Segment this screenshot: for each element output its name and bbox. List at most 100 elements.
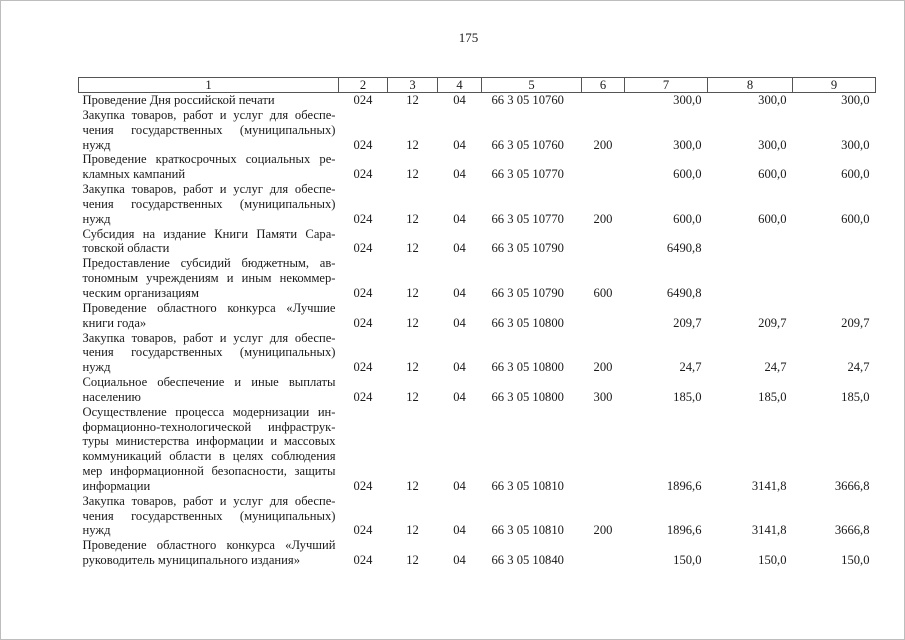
amount-col8: 3141,8 — [751, 523, 787, 538]
expense-type: 200 — [593, 137, 613, 152]
subsection-code: 04 — [453, 285, 466, 300]
row-description: Закупка товаров, работ и услуг для обесп… — [79, 108, 339, 153]
amount-col7: 600,0 — [673, 211, 702, 226]
amount-col9: 300,0 — [841, 137, 870, 152]
target-article: 66 3 05 10800 — [491, 360, 564, 375]
description-line: формационно-технологической инфраструк- — [82, 419, 336, 434]
description-line: Проведение краткосрочных социальных ре- — [82, 152, 336, 167]
amount-col7: 1896,6 — [666, 523, 702, 538]
target-article: 66 3 05 10810 — [491, 523, 564, 538]
section-code: 12 — [406, 523, 419, 538]
row-description: Закупка товаров, работ и услуг для обесп… — [79, 331, 339, 376]
column-header: 3 — [387, 77, 438, 93]
column-header: 6 — [581, 77, 625, 93]
description-line: тономным учреждениям и иным некоммер- — [82, 271, 336, 286]
amount-col9: 300,0 — [841, 93, 870, 107]
ministry-code: 024 — [353, 523, 373, 538]
amount-col9: 3666,8 — [834, 523, 870, 538]
description-line: Закупка товаров, работ и услуг для обесп… — [82, 107, 336, 122]
subsection-code: 04 — [453, 93, 466, 107]
column-header: 9 — [792, 77, 876, 93]
amount-col7: 6490,8 — [666, 241, 702, 256]
table-row: Социальное обеспечение и иные выплаты нас… — [79, 375, 876, 405]
amount-col8: 209,7 — [758, 315, 787, 330]
column-header: 2 — [338, 77, 388, 93]
target-article: 66 3 05 10770 — [491, 211, 564, 226]
amount-col7: 24,7 — [679, 360, 702, 375]
amount-col7: 1896,6 — [666, 478, 702, 493]
section-code: 12 — [406, 93, 419, 107]
expense-type — [582, 538, 625, 568]
amount-col7: 209,7 — [673, 315, 702, 330]
description-line: Проведение областного конкурса «Лучшие — [82, 300, 336, 315]
expense-type — [582, 301, 625, 331]
description-line: чения государственных (муниципальных) — [82, 508, 336, 523]
section-code: 12 — [406, 553, 419, 568]
row-description: Социальное обеспечение и иные выплаты нас… — [79, 375, 339, 405]
amount-col9: 3666,8 — [834, 478, 870, 493]
row-description: Закупка товаров, работ и услуг для обесп… — [79, 494, 339, 539]
row-description: Закупка товаров, работ и услуг для обесп… — [79, 182, 339, 227]
amount-col9: 24,7 — [847, 360, 870, 375]
description-line: Предоставление субсидий бюджетным, ав- — [82, 256, 336, 271]
ministry-code: 024 — [353, 137, 373, 152]
description-line: Субсидия на издание Книги Памяти Сара- — [82, 226, 336, 241]
subsection-code: 04 — [453, 315, 466, 330]
column-header: 1 — [78, 77, 339, 93]
section-code: 12 — [406, 211, 419, 226]
section-code: 12 — [406, 285, 419, 300]
description-line: Осуществление процесса модернизации ин- — [82, 404, 336, 419]
target-article: 66 3 05 10760 — [491, 93, 564, 107]
section-code: 12 — [406, 315, 419, 330]
expense-type — [582, 93, 625, 108]
subsection-code: 04 — [453, 241, 466, 256]
table-row: Проведение областного конкурса «Лучший ру… — [79, 538, 876, 568]
amount-col8: 300,0 — [758, 137, 787, 152]
description-line: Проведение Дня российской печати — [82, 93, 275, 107]
section-code: 12 — [406, 389, 419, 404]
subsection-code: 04 — [453, 167, 466, 182]
expense-type: 200 — [593, 523, 613, 538]
target-article: 66 3 05 10790 — [491, 241, 564, 256]
description-line: нужд — [82, 137, 111, 152]
description-line: нужд — [82, 523, 111, 538]
description-line: кламных кампаний — [82, 167, 186, 182]
amount-col9: 600,0 — [841, 167, 870, 182]
target-article: 66 3 05 10840 — [491, 553, 564, 568]
section-code: 12 — [406, 137, 419, 152]
ministry-code: 024 — [353, 553, 373, 568]
description-line: товской области — [82, 241, 170, 256]
target-article: 66 3 05 10770 — [491, 167, 564, 182]
expense-type: 200 — [593, 211, 613, 226]
expense-type: 300 — [593, 389, 613, 404]
page-number: 175 — [458, 30, 479, 45]
description-line: нужд — [82, 211, 111, 226]
subsection-code: 04 — [453, 389, 466, 404]
subsection-code: 04 — [453, 211, 466, 226]
description-line: коммуникаций области в целях соблюдения — [82, 449, 336, 464]
amount-col8: 600,0 — [758, 167, 787, 182]
ministry-code: 024 — [353, 211, 373, 226]
description-line: чения государственных (муниципальных) — [82, 196, 336, 211]
amount-col8: 185,0 — [758, 389, 787, 404]
target-article: 66 3 05 10760 — [491, 137, 564, 152]
amount-col7: 6490,8 — [666, 285, 702, 300]
ministry-code: 024 — [353, 360, 373, 375]
amount-col8: 3141,8 — [751, 478, 787, 493]
row-description: Проведение краткосрочных социальных ре-к… — [79, 152, 339, 182]
header-row: 1 2 3 4 5 6 7 8 9 — [78, 77, 876, 93]
section-code: 12 — [406, 241, 419, 256]
column-header: 5 — [481, 77, 582, 93]
amount-col8: 150,0 — [758, 553, 787, 568]
description-line: населению — [82, 389, 141, 404]
description-line: чения государственных (муниципальных) — [82, 345, 336, 360]
row-description: Осуществление процесса модернизации ин-ф… — [79, 405, 339, 494]
description-line: туры министерства информации и массовых — [82, 434, 336, 449]
expense-type — [582, 405, 625, 494]
amount-col9: 150,0 — [841, 553, 870, 568]
description-line: Закупка товаров, работ и услуг для обесп… — [82, 493, 336, 508]
section-code: 12 — [406, 360, 419, 375]
section-code: 12 — [406, 478, 419, 493]
target-article: 66 3 05 10800 — [491, 389, 564, 404]
amount-col8: 600,0 — [758, 211, 787, 226]
